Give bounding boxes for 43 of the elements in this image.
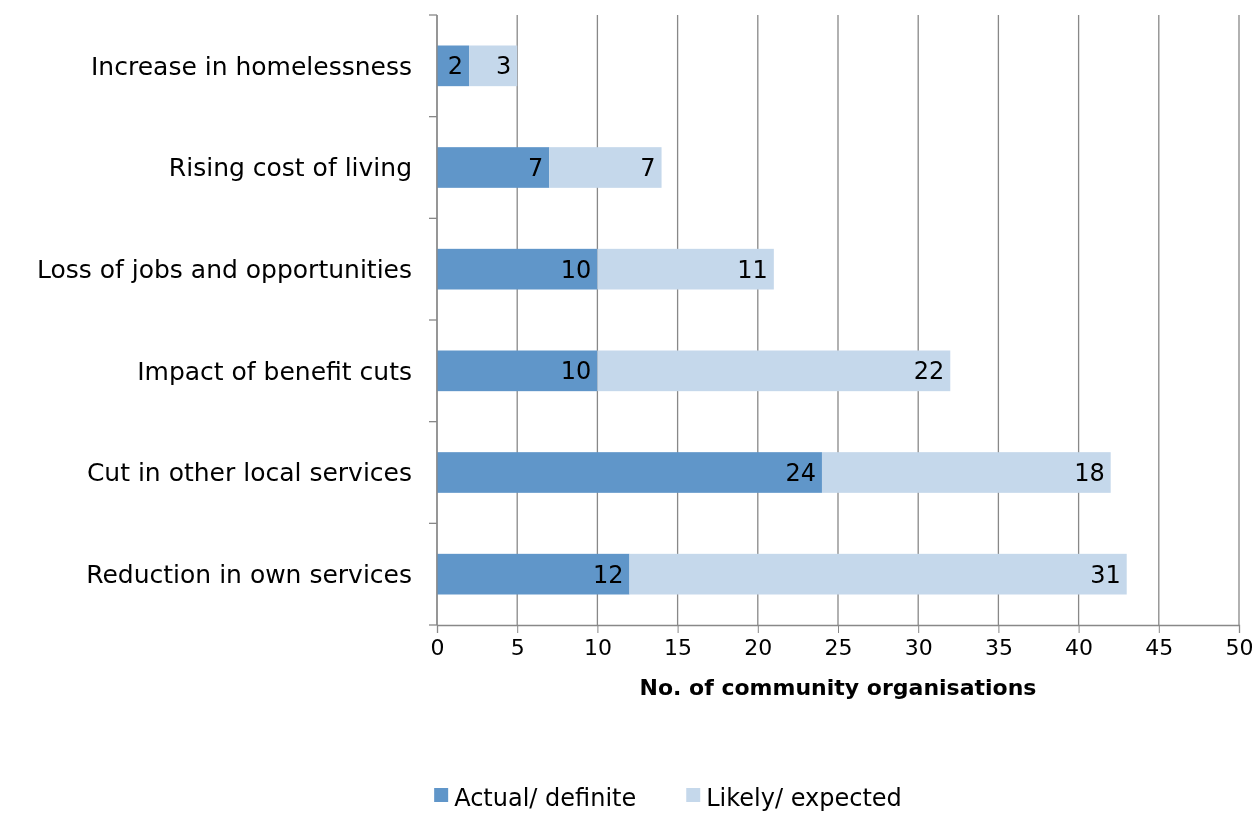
y-tick-label: Impact of benefit cuts	[137, 356, 412, 386]
data-label: 12	[592, 560, 624, 589]
bar	[597, 248, 774, 290]
data-label: 7	[640, 153, 656, 182]
data-label: 18	[1074, 458, 1105, 487]
x-tick-label: 5	[510, 634, 525, 660]
data-label: 22	[913, 357, 945, 386]
x-tick-label: 10	[583, 634, 612, 660]
y-tick-label: Loss of jobs and opportunities	[36, 254, 412, 284]
data-label: 3	[495, 52, 512, 81]
bar	[437, 553, 630, 595]
bar	[469, 45, 518, 87]
x-tick-label: 25	[824, 634, 853, 660]
legend-label: Actual/ definite	[454, 784, 637, 813]
bar	[437, 248, 598, 290]
data-label: 2	[447, 52, 464, 81]
data-label: 31	[1090, 560, 1121, 589]
x-tick-label: 40	[1065, 634, 1094, 660]
y-tick-label: Increase in homelessness	[90, 51, 412, 81]
bar	[437, 147, 550, 188]
bar	[597, 350, 951, 392]
bar	[549, 147, 662, 188]
x-tick-label: 30	[904, 634, 933, 660]
data-label: 24	[785, 458, 816, 487]
bar	[437, 350, 598, 392]
data-label: 10	[560, 357, 592, 386]
data-label: 11	[737, 255, 768, 284]
data-label: 7	[528, 153, 544, 182]
legend-label: Likely/ expected	[706, 784, 902, 813]
x-tick-label: 50	[1225, 634, 1254, 660]
x-axis-title: No. of community organisations	[639, 675, 1037, 700]
y-tick-label: Reduction in own services	[86, 559, 412, 589]
data-label: 10	[560, 255, 592, 284]
x-tick-label: 0	[430, 634, 445, 660]
bar	[821, 452, 1111, 493]
bar	[437, 452, 822, 493]
y-tick-label: Cut in other local services	[86, 458, 412, 488]
x-tick-label: 35	[984, 634, 1013, 660]
x-tick-label: 45	[1145, 634, 1174, 660]
x-tick-label: 15	[664, 634, 693, 660]
y-tick-label: Rising cost of living	[168, 153, 412, 183]
x-tick-label: 20	[744, 634, 773, 660]
bar	[629, 553, 1127, 595]
